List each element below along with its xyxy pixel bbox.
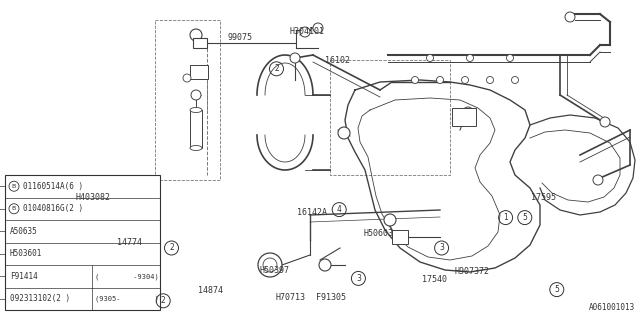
Circle shape <box>463 107 473 117</box>
Text: B: B <box>12 206 16 211</box>
Circle shape <box>565 12 575 22</box>
Text: 01040816G(2 ): 01040816G(2 ) <box>23 204 83 213</box>
Text: 5: 5 <box>554 285 559 294</box>
Text: A50635: A50635 <box>10 227 38 236</box>
Text: 2: 2 <box>169 244 174 252</box>
Text: 17540: 17540 <box>422 276 447 284</box>
Text: 2: 2 <box>274 64 279 73</box>
Circle shape <box>319 259 331 271</box>
Text: H50603: H50603 <box>364 229 394 238</box>
Text: 99075: 99075 <box>228 33 253 42</box>
Circle shape <box>300 27 310 37</box>
Text: F91414: F91414 <box>10 272 38 281</box>
Circle shape <box>461 76 468 84</box>
Circle shape <box>258 253 282 277</box>
Text: (        -9304): ( -9304) <box>95 273 159 279</box>
Text: 01160514A(6 ): 01160514A(6 ) <box>23 182 83 191</box>
Text: 17595: 17595 <box>531 193 556 202</box>
Text: H304101: H304101 <box>289 27 324 36</box>
Circle shape <box>290 53 300 63</box>
Circle shape <box>338 127 350 139</box>
Circle shape <box>511 76 518 84</box>
Text: A061001013: A061001013 <box>589 303 635 312</box>
Text: 4: 4 <box>337 205 342 214</box>
Circle shape <box>263 258 277 272</box>
Text: H907372: H907372 <box>454 268 490 276</box>
Text: 14874: 14874 <box>198 286 223 295</box>
Bar <box>5 175 160 310</box>
Circle shape <box>593 175 603 185</box>
Circle shape <box>9 204 19 214</box>
Text: 16102: 16102 <box>325 56 350 65</box>
Text: H503601: H503601 <box>10 249 42 258</box>
Text: 16142A: 16142A <box>297 208 327 217</box>
Bar <box>190 65 208 79</box>
Bar <box>392 230 408 244</box>
Circle shape <box>183 74 191 82</box>
Text: B: B <box>12 184 16 189</box>
Bar <box>452 108 476 126</box>
Text: F91305: F91305 <box>316 293 346 302</box>
Bar <box>193 38 207 48</box>
Text: 3: 3 <box>439 244 444 252</box>
Circle shape <box>384 214 396 226</box>
Text: 1: 1 <box>503 213 508 222</box>
Circle shape <box>190 29 202 41</box>
Text: (9305-        ): (9305- ) <box>95 295 159 302</box>
Circle shape <box>600 117 610 127</box>
Text: H70713: H70713 <box>275 293 305 302</box>
Text: 3: 3 <box>356 274 361 283</box>
Text: H403082: H403082 <box>76 193 111 202</box>
Circle shape <box>486 76 493 84</box>
Text: 14774: 14774 <box>117 238 142 247</box>
Circle shape <box>506 54 513 61</box>
Bar <box>190 110 202 148</box>
Circle shape <box>9 181 19 191</box>
Text: 092313102(2 ): 092313102(2 ) <box>10 294 70 303</box>
Text: H50397: H50397 <box>260 266 290 275</box>
Circle shape <box>436 76 444 84</box>
Circle shape <box>313 23 323 33</box>
Text: 5: 5 <box>522 213 527 222</box>
Circle shape <box>426 54 433 61</box>
Ellipse shape <box>190 146 202 150</box>
Circle shape <box>191 90 201 100</box>
Text: 2: 2 <box>161 296 166 305</box>
Circle shape <box>467 54 474 61</box>
Ellipse shape <box>190 108 202 113</box>
Circle shape <box>412 76 419 84</box>
